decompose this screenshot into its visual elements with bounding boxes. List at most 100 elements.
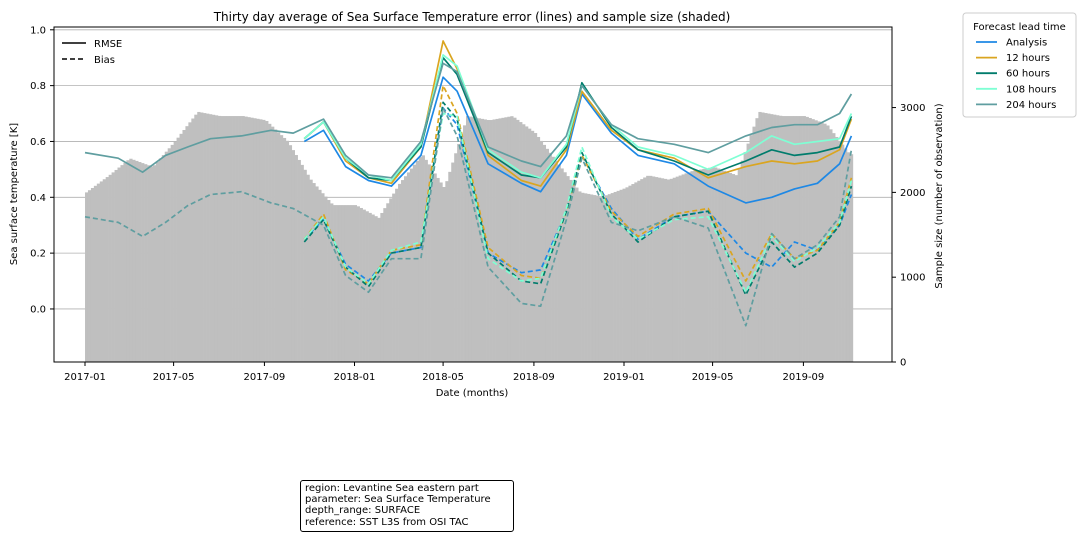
sample-size-bar bbox=[492, 119, 496, 362]
sample-size-bar bbox=[341, 205, 346, 362]
y-tick-label: 1.0 bbox=[30, 25, 46, 36]
sample-size-bar bbox=[799, 116, 803, 363]
sample-size-bar bbox=[256, 118, 260, 363]
sample-size-bar bbox=[170, 144, 174, 362]
sample-size-bar bbox=[126, 160, 130, 362]
sample-size-bar bbox=[377, 217, 381, 362]
x-tick-label: 2017-05 bbox=[153, 372, 195, 383]
sample-size-bar bbox=[247, 117, 251, 362]
sample-size-bar bbox=[206, 113, 210, 363]
sample-size-bar bbox=[773, 114, 777, 362]
sample-size-bar bbox=[173, 141, 177, 362]
style-legend: RMSE Bias bbox=[62, 39, 122, 66]
sample-size-bar bbox=[85, 192, 89, 362]
sample-size-bar bbox=[158, 158, 163, 362]
sample-size-bar bbox=[138, 162, 142, 362]
sample-size-bar bbox=[711, 167, 715, 362]
sample-size-bar bbox=[344, 205, 349, 362]
sample-size-bar bbox=[135, 160, 139, 362]
sample-size-bar bbox=[649, 175, 653, 362]
sample-size-bar bbox=[141, 163, 145, 362]
sample-size-bar bbox=[262, 119, 266, 362]
sample-size-bar bbox=[616, 190, 620, 362]
sample-size-bar bbox=[722, 170, 727, 362]
sample-size-bar bbox=[581, 192, 585, 362]
sample-size-bar bbox=[820, 122, 824, 363]
sample-size-bar bbox=[87, 190, 92, 362]
sample-size-bars bbox=[85, 111, 854, 363]
sample-size-bar bbox=[123, 162, 127, 362]
sample-size-bar bbox=[430, 168, 434, 362]
sample-size-bar bbox=[297, 159, 301, 362]
sample-size-bar bbox=[288, 145, 293, 362]
sample-size-bar bbox=[752, 126, 756, 362]
info-depth-range: depth_range: SURFACE bbox=[305, 505, 421, 517]
sample-size-bar bbox=[412, 164, 417, 362]
sample-size-bar bbox=[542, 144, 547, 362]
sample-size-bar bbox=[108, 174, 112, 362]
sample-size-bar bbox=[516, 119, 520, 362]
info-parameter: parameter: Sea Surface Temperature bbox=[305, 494, 491, 506]
info-reference: reference: SST L3S from OSI TAC bbox=[305, 516, 469, 528]
sample-size-bar bbox=[832, 133, 836, 362]
sample-size-bar bbox=[232, 116, 236, 363]
sample-size-bar bbox=[849, 154, 854, 362]
y2-axis-ticks: 0 1000 2000 3000 bbox=[892, 103, 925, 369]
sample-size-bar bbox=[761, 112, 765, 362]
info-box: region: Levantine Sea eastern part param… bbox=[300, 480, 514, 532]
sample-size-bar bbox=[619, 189, 623, 362]
y2-tick-label: 0 bbox=[900, 358, 906, 369]
sample-size-bar bbox=[395, 188, 399, 362]
sample-size-bar bbox=[161, 155, 166, 362]
sample-size-bar bbox=[220, 116, 225, 363]
sample-size-bar bbox=[114, 169, 118, 362]
sample-size-bar bbox=[672, 177, 676, 362]
sample-size-bar bbox=[835, 136, 839, 362]
sample-size-bar bbox=[338, 205, 343, 362]
series-line-12-hours-rmse bbox=[303, 40, 853, 187]
series-line-108-hours-bias bbox=[303, 112, 853, 294]
legend-entry-label: 60 hours bbox=[1006, 69, 1050, 80]
x-tick-label: 2017-01 bbox=[64, 372, 106, 383]
sample-size-bar bbox=[223, 116, 228, 363]
sample-size-bar bbox=[454, 153, 458, 362]
sample-size-bar bbox=[690, 171, 694, 362]
sample-size-bar bbox=[463, 125, 467, 362]
chart-title: Thirty day average of Sea Surface Temper… bbox=[213, 10, 731, 24]
y2-tick-label: 3000 bbox=[900, 103, 925, 114]
x-axis-ticks: 2017-01 2017-05 2017-09 2018-01 2018-05 2018-… bbox=[64, 362, 824, 383]
lead-time-legend: Forecast lead time Analysis 12 hours 60 ho… bbox=[962, 12, 1077, 118]
sample-size-bar bbox=[265, 120, 269, 362]
sample-size-bar bbox=[841, 144, 845, 362]
sample-size-bar bbox=[285, 140, 290, 362]
sample-size-bar bbox=[755, 118, 759, 362]
sample-size-bar bbox=[300, 164, 304, 362]
sample-size-bar bbox=[796, 116, 801, 363]
sample-size-bar bbox=[779, 115, 783, 362]
sample-size-bar bbox=[324, 196, 328, 362]
sample-size-bar bbox=[693, 170, 697, 362]
sample-size-bar bbox=[389, 198, 393, 362]
sample-size-bar bbox=[610, 193, 614, 362]
y2-axis-label: Sample size (number of observation) bbox=[934, 103, 945, 288]
sample-size-bar bbox=[495, 118, 499, 362]
sample-size-bar bbox=[347, 205, 352, 362]
sample-size-bar bbox=[465, 116, 470, 363]
sample-size-bar bbox=[643, 177, 647, 362]
sample-size-bar bbox=[451, 162, 455, 362]
sample-size-bar bbox=[696, 170, 700, 362]
sample-size-bar bbox=[442, 187, 446, 362]
sample-size-bar bbox=[244, 116, 248, 362]
sample-size-bar bbox=[776, 115, 780, 362]
legend-frame bbox=[962, 12, 1077, 118]
sample-size-bar bbox=[144, 164, 148, 362]
legend-entry-label: 204 hours bbox=[1006, 100, 1056, 111]
sample-size-bar bbox=[501, 117, 505, 362]
y-tick-label: 0.0 bbox=[30, 304, 46, 315]
sample-size-bar bbox=[569, 179, 573, 362]
sample-size-bar bbox=[793, 116, 798, 363]
sample-size-bar bbox=[468, 116, 473, 363]
x-tick-label: 2018-01 bbox=[334, 372, 376, 383]
sample-size-bar bbox=[226, 116, 231, 363]
sample-size-bar bbox=[362, 209, 366, 362]
